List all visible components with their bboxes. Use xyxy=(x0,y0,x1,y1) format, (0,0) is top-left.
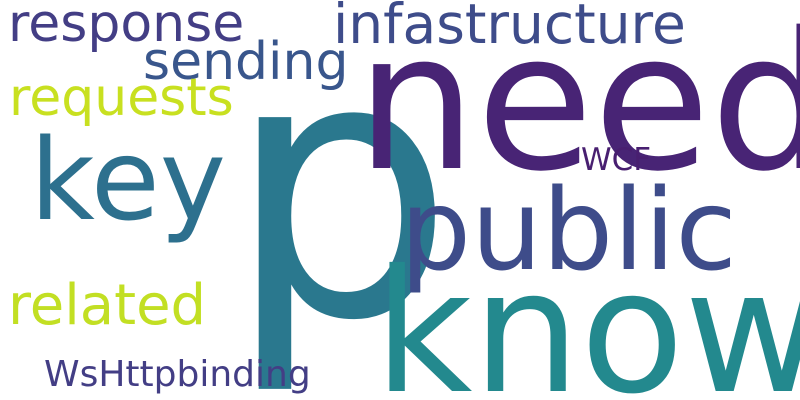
word-wshttpbinding: WsHttpbinding xyxy=(44,354,311,395)
word-infastructure: infastructure xyxy=(333,0,686,56)
word-know: know xyxy=(374,234,800,400)
word-wcf: WCF xyxy=(581,142,652,178)
word-requests: requests xyxy=(9,68,234,128)
word-related: related xyxy=(8,273,207,338)
word-public: public xyxy=(400,166,737,296)
word-key: key xyxy=(30,116,227,246)
word-need: need xyxy=(356,0,800,213)
word-sending: sending xyxy=(143,32,349,92)
word-p: p xyxy=(226,0,455,399)
word-response: response xyxy=(8,0,245,54)
